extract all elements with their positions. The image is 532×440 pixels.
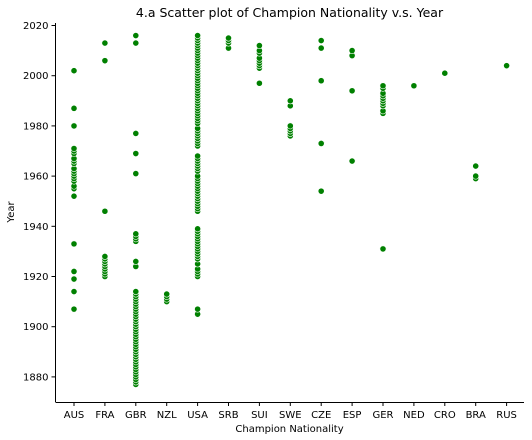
data-point: [194, 225, 201, 233]
x-tick-label: FRA: [95, 410, 114, 421]
data-point: [101, 207, 109, 215]
x-tick-label: GBR: [125, 410, 147, 421]
x-tick-label: NED: [403, 410, 425, 421]
data-point: [472, 172, 480, 180]
data-point: [101, 253, 109, 260]
data-point: [286, 97, 294, 105]
data-point: [70, 275, 78, 283]
data-point: [132, 230, 140, 238]
data-point: [225, 34, 232, 42]
data-point: [70, 288, 78, 295]
x-tick-label: ESP: [343, 410, 362, 421]
data-point: [348, 47, 356, 55]
data-point: [132, 258, 140, 265]
y-tick-label: 1980: [23, 121, 48, 132]
x-tick-label: CZE: [311, 410, 331, 421]
data-point: [379, 245, 387, 253]
data-point: [101, 39, 109, 47]
y-tick-label: 2000: [23, 71, 48, 82]
data-point: [194, 32, 201, 39]
x-tick-label: BRA: [466, 410, 486, 421]
data-point: [132, 288, 140, 295]
y-tick-label: 1900: [23, 322, 48, 333]
data-point: [132, 32, 140, 39]
data-point: [472, 162, 480, 170]
data-point: [70, 305, 78, 313]
data-point: [132, 150, 140, 157]
data-point: [255, 42, 263, 49]
x-tick-label: GER: [372, 410, 393, 421]
data-point: [317, 77, 325, 85]
data-point: [348, 157, 356, 165]
y-ticks: 1880 1900 1920 1940 1960 1980 2000 2020: [23, 21, 56, 383]
data-point: [317, 37, 325, 44]
data-point: [194, 152, 201, 160]
data-point: [410, 82, 418, 90]
data-point: [348, 87, 356, 95]
data-point: [101, 57, 109, 65]
data-point: [441, 69, 449, 77]
data-point: [70, 67, 78, 75]
data-point: [317, 140, 325, 147]
data-point: [70, 268, 78, 275]
data-point: [317, 44, 325, 52]
x-tick-label: CRO: [434, 410, 456, 421]
data-point: [70, 122, 78, 130]
data-point: [317, 187, 325, 195]
x-tick-label: NZL: [157, 410, 177, 421]
points-layer: [70, 32, 510, 388]
y-tick-label: 2020: [23, 21, 48, 32]
y-tick-label: 1880: [23, 372, 48, 383]
y-tick-label: 1960: [23, 172, 48, 183]
data-point: [70, 192, 78, 200]
data-point: [70, 240, 78, 248]
data-point: [132, 39, 140, 47]
data-point: [194, 305, 201, 313]
x-tick-label: SWE: [279, 410, 302, 421]
x-tick-label: RUS: [496, 410, 517, 421]
x-tick-label: USA: [187, 410, 208, 421]
x-ticks: AUS FRA GBR NZL USA SRB SUI SWE CZE ESP GER NED CRO B…: [64, 402, 517, 421]
y-tick-label: 1920: [23, 272, 48, 283]
data-point: [503, 62, 510, 70]
data-point: [70, 145, 78, 152]
data-point: [132, 170, 140, 177]
x-axis-label: Champion Nationality: [235, 424, 343, 435]
data-point: [70, 104, 78, 112]
data-point: [379, 82, 387, 90]
y-axis-label: Year: [6, 201, 17, 224]
x-tick-label: AUS: [64, 410, 85, 421]
x-tick-label: SUI: [251, 410, 268, 421]
chart-title: 4.a Scatter plot of Champion Nationality…: [136, 5, 444, 20]
data-point: [163, 290, 171, 298]
data-point: [255, 79, 263, 87]
data-point: [286, 122, 294, 130]
y-tick-label: 1940: [23, 222, 48, 233]
x-tick-label: SRB: [218, 410, 238, 421]
data-point: [132, 130, 140, 137]
